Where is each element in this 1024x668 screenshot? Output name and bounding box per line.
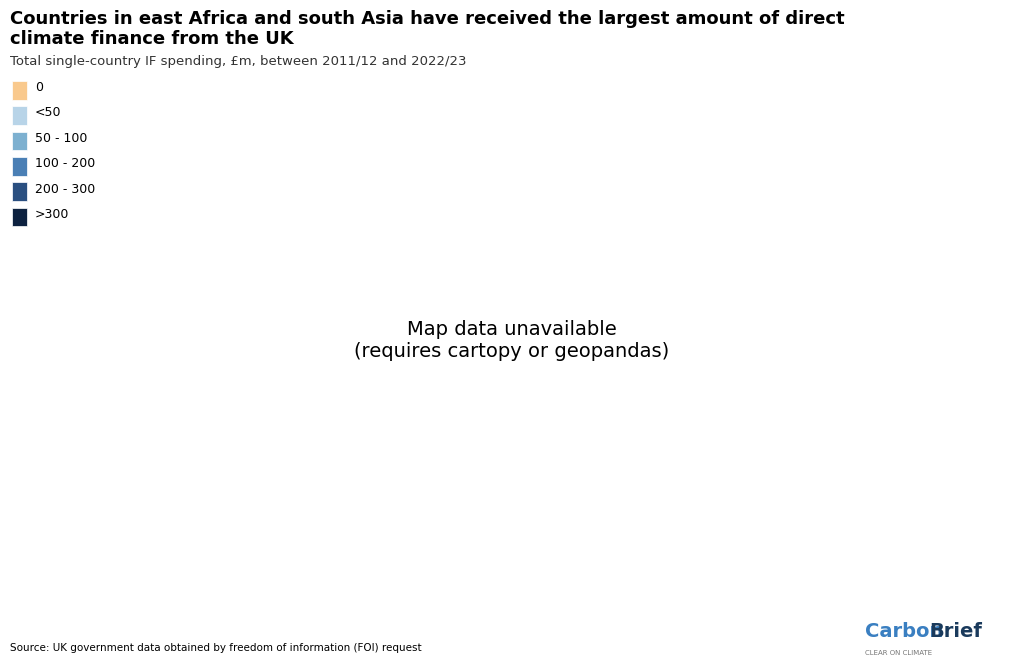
Text: CLEAR ON CLIMATE: CLEAR ON CLIMATE: [865, 650, 933, 656]
Text: <50: <50: [35, 106, 61, 120]
Text: Map data unavailable
(requires cartopy or geopandas): Map data unavailable (requires cartopy o…: [354, 320, 670, 361]
Text: Countries in east Africa and south Asia have received the largest amount of dire: Countries in east Africa and south Asia …: [10, 10, 845, 28]
Text: 100 - 200: 100 - 200: [35, 157, 95, 170]
Text: 0: 0: [35, 81, 43, 94]
Text: Source: UK government data obtained by freedom of information (FOI) request: Source: UK government data obtained by f…: [10, 643, 422, 653]
Text: Carbon: Carbon: [865, 623, 944, 641]
Text: climate finance from the UK: climate finance from the UK: [10, 30, 294, 48]
Text: 50 - 100: 50 - 100: [35, 132, 87, 145]
Text: 200 - 300: 200 - 300: [35, 182, 95, 196]
Text: >300: >300: [35, 208, 70, 221]
Text: Brief: Brief: [929, 623, 982, 641]
Text: Total single-country IF spending, £m, between 2011/12 and 2022/23: Total single-country IF spending, £m, be…: [10, 55, 467, 67]
